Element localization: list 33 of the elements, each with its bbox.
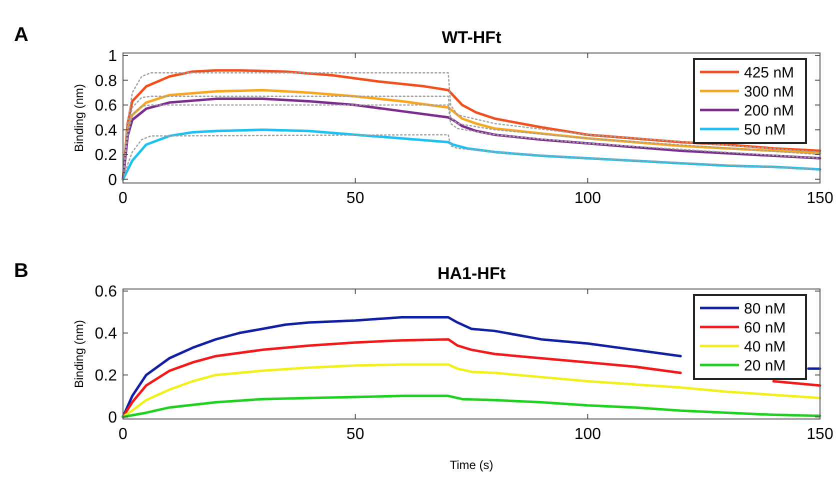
legend-label: 80 nM [744, 300, 786, 318]
x-tick-label: 50 [346, 426, 364, 443]
y-tick-label: 0.6 [94, 98, 118, 115]
legend-label: 300 nM [744, 83, 794, 100]
y-tick-label: 0.6 [94, 284, 118, 301]
x-tick-label: 0 [118, 190, 128, 207]
y-tick-label: 0 [108, 172, 118, 189]
x-tick-label: 100 [574, 426, 602, 443]
legend-label: 40 nM [744, 338, 786, 356]
legend-label: 60 nM [744, 319, 786, 336]
x-tick-label: 150 [806, 426, 834, 443]
y-tick-label: 1 [108, 48, 118, 66]
legend-label: 50 nM [744, 121, 786, 138]
legend-label: 425 nM [744, 64, 794, 82]
y-tick-label: 0 [108, 410, 118, 427]
chart-title: WT-HFt [442, 28, 502, 47]
y-axis-title: Binding (nm) [72, 320, 86, 388]
y-tick-label: 0.2 [94, 147, 118, 164]
x-tick-label: 100 [574, 190, 602, 207]
x-tick-label: 50 [346, 190, 364, 207]
y-tick-label: 0.8 [94, 72, 118, 90]
y-tick-label: 0.4 [94, 326, 118, 343]
text: A [14, 24, 28, 46]
text: B [14, 260, 28, 282]
legend-label: 200 nM [744, 102, 794, 120]
x-tick-label: 0 [118, 426, 128, 443]
x-axis-title: Time (s) [450, 458, 494, 472]
x-tick-label: 150 [806, 190, 834, 207]
y-axis-title: Binding (nm) [72, 84, 86, 152]
chart-title: HA1-HFt [438, 264, 506, 283]
y-tick-label: 0.2 [94, 368, 118, 385]
y-tick-label: 0.4 [94, 122, 118, 140]
legend-label: 20 nM [744, 357, 786, 374]
